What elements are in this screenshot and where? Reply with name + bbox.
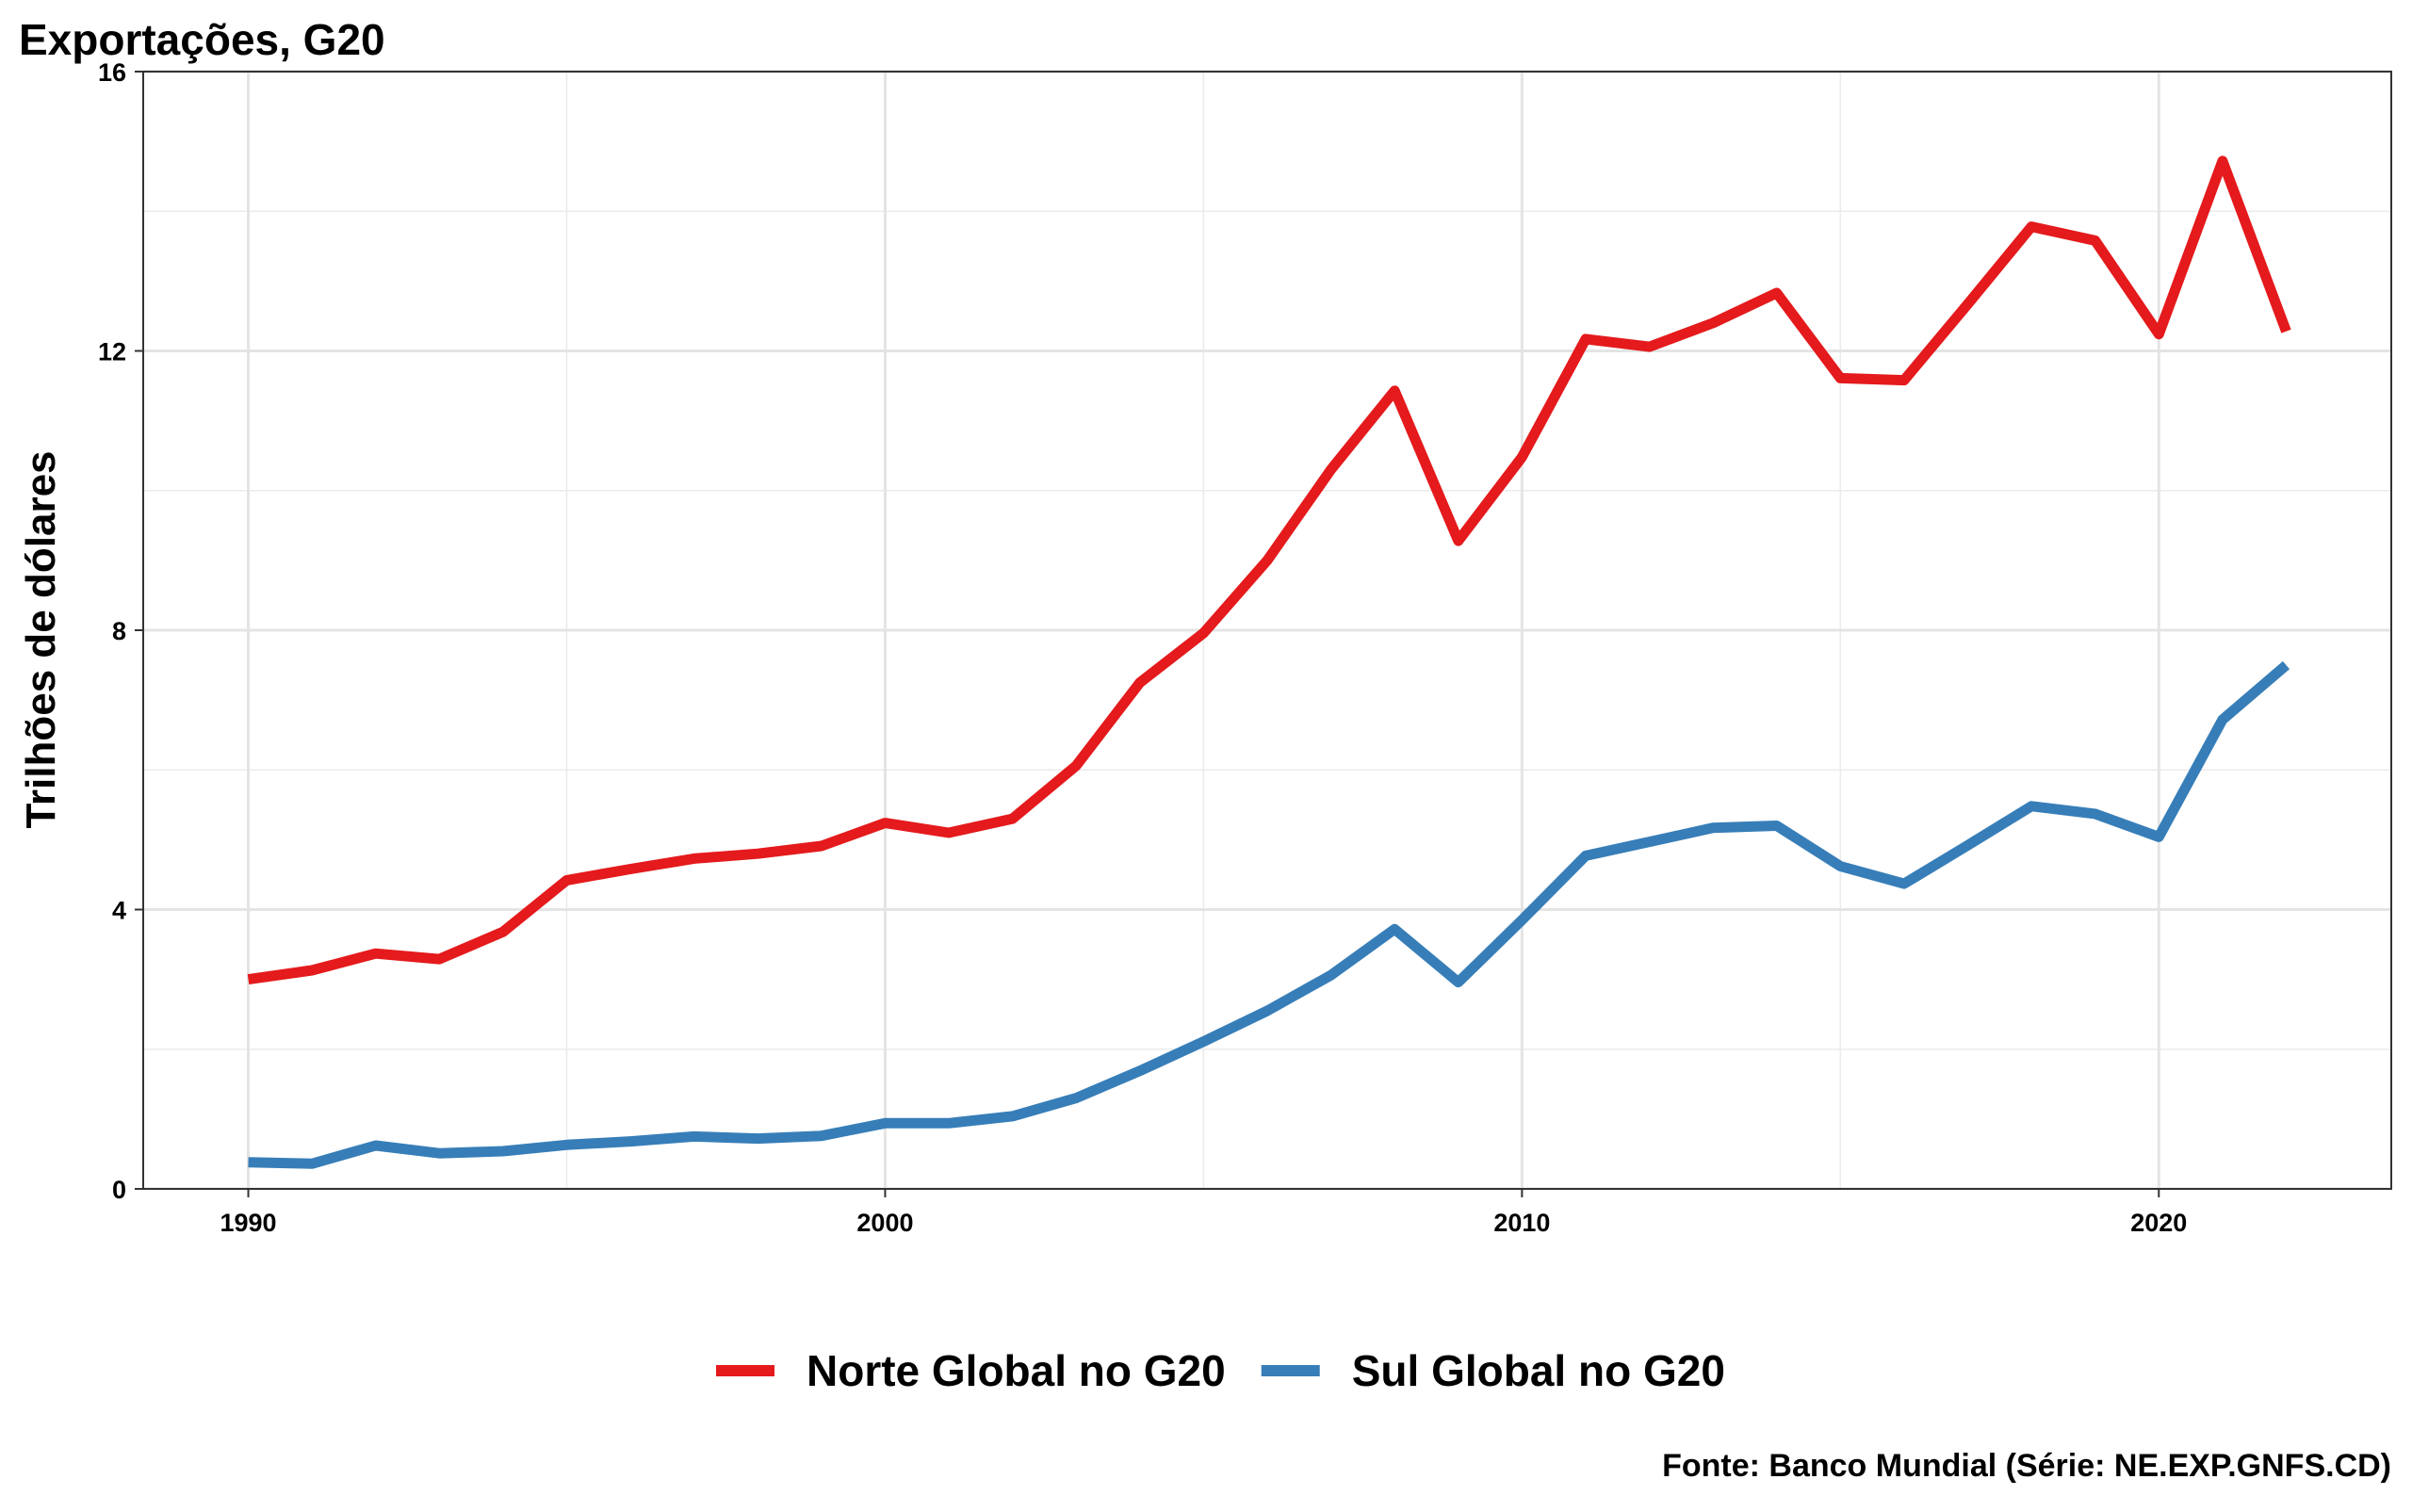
x-tick-label: 2010 xyxy=(1493,1209,1550,1237)
y-tick-label: 8 xyxy=(112,617,126,645)
series-line-0 xyxy=(247,155,2291,985)
legend-label-0: Norte Global no G20 xyxy=(807,1346,1226,1395)
legend: Norte Global no G20 Sul Global no G20 xyxy=(716,1346,1725,1395)
y-axis: 0 4 8 12 16 xyxy=(98,58,143,1204)
y-tick-label: 12 xyxy=(98,338,126,366)
x-tick-label: 2000 xyxy=(856,1209,913,1237)
source-caption: Fonte: Banco Mundial (Série: NE.EXP.GNFS… xyxy=(1662,1448,2391,1484)
y-tick-label: 0 xyxy=(112,1176,126,1204)
series-line-1 xyxy=(248,660,2290,1169)
x-tick-label: 1990 xyxy=(220,1209,276,1237)
series-lines xyxy=(247,155,2291,1169)
x-axis: 1990 2000 2010 2020 xyxy=(220,1189,2187,1237)
minor-gridlines xyxy=(143,72,2391,1189)
legend-label-1: Sul Global no G20 xyxy=(1352,1346,1725,1395)
y-tick-label: 16 xyxy=(98,58,126,87)
chart-title: Exportações, G20 xyxy=(19,15,385,64)
y-tick-label: 4 xyxy=(112,897,126,925)
y-axis-title: Trilhões de dólares xyxy=(18,450,64,828)
x-tick-label: 2020 xyxy=(2130,1209,2187,1237)
major-gridlines xyxy=(143,70,2391,1191)
